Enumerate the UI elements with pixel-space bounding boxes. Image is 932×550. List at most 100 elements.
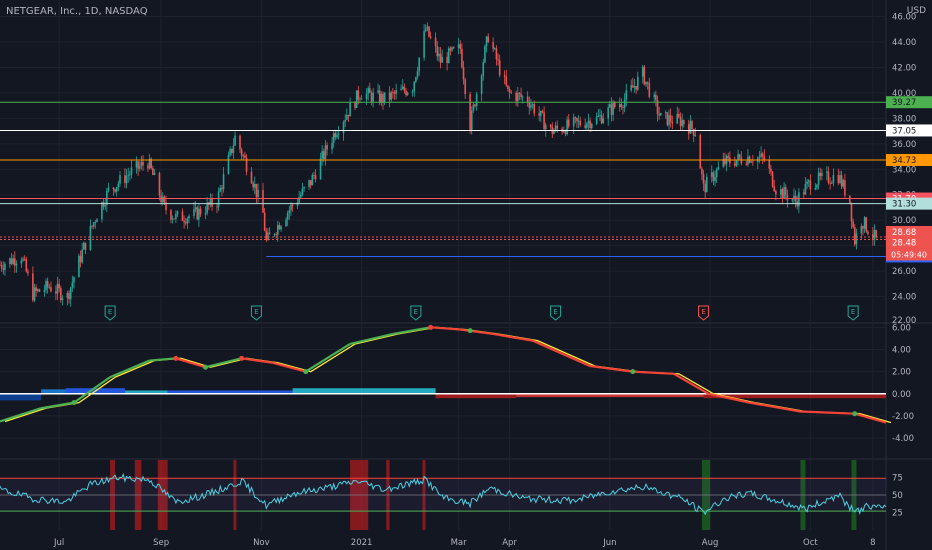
candle-body bbox=[643, 66, 646, 85]
candle-body bbox=[590, 123, 593, 129]
candle-body bbox=[528, 102, 531, 108]
candle-body bbox=[683, 120, 685, 125]
candle-body bbox=[250, 171, 253, 184]
candle-body bbox=[344, 119, 346, 123]
candle-body bbox=[493, 48, 496, 50]
candle-body bbox=[515, 92, 517, 102]
candle-body bbox=[303, 187, 305, 189]
candle-body bbox=[587, 120, 590, 124]
candle-body bbox=[56, 283, 59, 294]
candle-body bbox=[750, 161, 753, 163]
candle-body bbox=[152, 168, 154, 175]
candle-body bbox=[706, 176, 708, 193]
candle-body bbox=[171, 218, 174, 220]
candle-body bbox=[55, 291, 57, 294]
candle-body bbox=[704, 183, 706, 193]
candle-body bbox=[429, 36, 432, 38]
candle-body bbox=[803, 192, 805, 195]
osc-main-line bbox=[532, 339, 591, 368]
candle-body bbox=[844, 180, 846, 196]
candle-body bbox=[262, 189, 264, 213]
candle-body bbox=[357, 90, 360, 100]
candle-body bbox=[584, 125, 586, 128]
candle-body bbox=[738, 154, 741, 158]
candle-body bbox=[426, 26, 429, 30]
candle-body bbox=[20, 260, 23, 264]
candle-body bbox=[334, 133, 337, 138]
candle-body bbox=[27, 271, 29, 274]
candle-body bbox=[12, 258, 14, 264]
candle-body bbox=[658, 114, 660, 116]
osc-main-line bbox=[460, 328, 494, 336]
candle-body bbox=[452, 47, 455, 49]
candle-body bbox=[436, 46, 439, 57]
candle-body bbox=[263, 212, 266, 231]
candle-body bbox=[710, 172, 713, 177]
candle-body bbox=[184, 222, 187, 224]
candle-body bbox=[229, 148, 231, 156]
candle-body bbox=[544, 124, 547, 130]
candle-body bbox=[69, 287, 72, 300]
candle-body bbox=[441, 56, 443, 63]
candle-body bbox=[740, 157, 743, 164]
candle-body bbox=[850, 202, 853, 222]
candle-body bbox=[747, 156, 749, 165]
candle-body bbox=[620, 103, 623, 108]
candle-body bbox=[505, 76, 508, 86]
candle-body bbox=[38, 289, 41, 292]
candle-body bbox=[324, 145, 327, 159]
candle-body bbox=[530, 105, 532, 108]
candle-body bbox=[469, 94, 471, 131]
candle-body bbox=[602, 118, 605, 124]
candle-body bbox=[784, 187, 787, 196]
candle-body bbox=[140, 161, 143, 166]
candle-body bbox=[84, 242, 87, 250]
price-axis-label: 42.00 bbox=[892, 63, 916, 73]
osc-main-line bbox=[708, 392, 750, 404]
osc-main-line bbox=[241, 357, 274, 364]
candle-body bbox=[221, 187, 223, 190]
candle-body bbox=[485, 36, 488, 47]
candle-body bbox=[273, 234, 276, 235]
earnings-marker-label: E bbox=[701, 308, 705, 316]
candle-body bbox=[150, 158, 153, 169]
candle-body bbox=[365, 93, 368, 100]
osc-histogram-bar bbox=[124, 390, 168, 394]
candle-body bbox=[107, 187, 110, 191]
rsi-axis-label: 75 bbox=[892, 474, 903, 484]
candle-body bbox=[413, 81, 416, 92]
candle-body bbox=[117, 183, 120, 188]
candle-body bbox=[863, 217, 866, 229]
candle-body bbox=[538, 113, 540, 116]
candle-body bbox=[679, 116, 682, 127]
candle-body bbox=[96, 219, 98, 223]
price-axis-label: 22.00 bbox=[892, 316, 916, 326]
earnings-marker-label: E bbox=[553, 308, 557, 316]
candle-body bbox=[406, 92, 409, 95]
candle-body bbox=[176, 211, 179, 214]
rsi-line bbox=[0, 473, 887, 516]
time-axis-label: Sep bbox=[153, 538, 169, 548]
osc-main-line bbox=[632, 370, 675, 375]
candle-body bbox=[68, 292, 70, 300]
candle-body bbox=[194, 207, 197, 210]
candle-body bbox=[347, 114, 350, 117]
candle-body bbox=[314, 175, 317, 180]
candle-body bbox=[319, 158, 322, 180]
candle-body bbox=[829, 182, 831, 184]
level-label: 28.68 bbox=[892, 228, 916, 238]
candle-body bbox=[475, 93, 478, 107]
candle-body bbox=[735, 159, 738, 166]
candle-body bbox=[392, 92, 394, 94]
candle-body bbox=[313, 175, 315, 176]
candle-body bbox=[487, 36, 490, 43]
candle-body bbox=[653, 94, 656, 97]
candle-body bbox=[521, 96, 524, 98]
candle-body bbox=[676, 113, 679, 124]
earnings-marker-label: E bbox=[851, 308, 855, 316]
osc-main-line bbox=[272, 361, 307, 373]
candle-body bbox=[574, 117, 577, 119]
candle-body bbox=[781, 189, 784, 199]
